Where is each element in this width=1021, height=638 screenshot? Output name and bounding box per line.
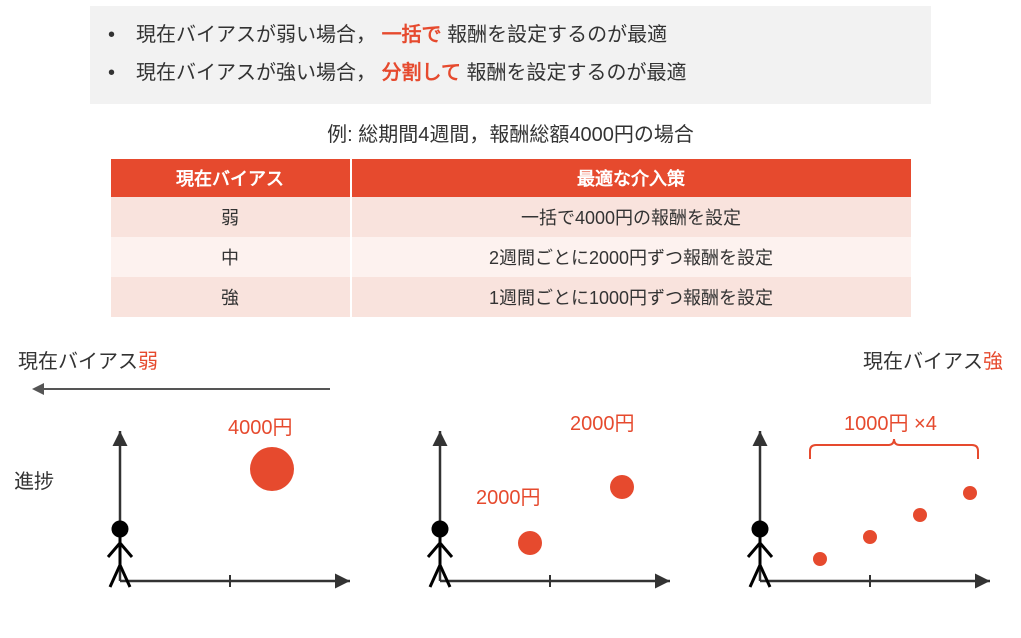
spectrum-label-right: 現在バイアス強 <box>863 345 1003 374</box>
bullet-box: • 現在バイアスが弱い場合， 一括で 報酬を設定するのが最適 • 現在バイアスが… <box>90 6 931 104</box>
table-row: 強 1週間ごとに1000円ずつ報酬を設定 <box>111 277 911 317</box>
bullet-accent: 分割して <box>382 62 461 84</box>
bullet-item: • 現在バイアスが弱い場合， 一括で 報酬を設定するのが最適 <box>108 16 907 54</box>
reward-dot <box>863 530 877 544</box>
intervention-table: 現在バイアス 最適な介入策 弱 一括で4000円の報酬を設定 中 2週間ごとに2… <box>111 159 911 317</box>
reward-dot <box>250 447 294 491</box>
table-cell: 中 <box>111 237 351 277</box>
bullet-item: • 現在バイアスが強い場合， 分割して 報酬を設定するのが最適 <box>108 54 907 92</box>
panel-svg <box>400 401 700 611</box>
panel-svg <box>80 401 380 611</box>
reward-dot <box>610 475 634 499</box>
table-cell: 一括で4000円の報酬を設定 <box>351 197 911 237</box>
panel-medium: 2000円 2000円 <box>400 401 700 611</box>
spectrum-label-text: 現在バイアス <box>18 351 138 373</box>
spectrum-label-text: 現在バイアス <box>863 351 983 373</box>
reward-dot <box>518 531 542 555</box>
bullet-text: 現在バイアスが弱い場合， 一括で 報酬を設定するのが最適 <box>136 16 667 54</box>
progress-axis-label: 進捗 <box>14 465 54 494</box>
bullet-marker: • <box>108 54 136 92</box>
bullet-text: 現在バイアスが強い場合， 分割して 報酬を設定するのが最適 <box>136 54 687 92</box>
panel-weak: 4000円 <box>80 401 380 611</box>
spectrum: 現在バイアス弱 現在バイアス強 <box>0 345 1021 401</box>
reward-dot <box>813 552 827 566</box>
bullet-post: 報酬を設定するのが最適 <box>467 62 687 84</box>
bullet-post: 報酬を設定するのが最適 <box>447 24 667 46</box>
table-row: 弱 一括で4000円の報酬を設定 <box>111 197 911 237</box>
bullet-accent: 一括で <box>382 24 442 46</box>
panel-row: 進捗 4000円 <box>0 401 1021 617</box>
table-header-cell: 現在バイアス <box>111 159 351 197</box>
spectrum-label-accent: 弱 <box>138 351 158 373</box>
spectrum-label-accent: 強 <box>983 351 1003 373</box>
reward-dot <box>963 486 977 500</box>
table-header-row: 現在バイアス 最適な介入策 <box>111 159 911 197</box>
table-cell: 1週間ごとに1000円ずつ報酬を設定 <box>351 277 911 317</box>
reward-dot <box>913 508 927 522</box>
brace-icon <box>810 439 978 459</box>
bullet-marker: • <box>108 16 136 54</box>
table-header-cell: 最適な介入策 <box>351 159 911 197</box>
double-arrow-icon <box>30 381 330 397</box>
table-row: 中 2週間ごとに2000円ずつ報酬を設定 <box>111 237 911 277</box>
table-cell: 弱 <box>111 197 351 237</box>
table-cell: 2週間ごとに2000円ずつ報酬を設定 <box>351 237 911 277</box>
panel-svg <box>720 401 1010 611</box>
spectrum-label-left: 現在バイアス弱 <box>18 345 158 374</box>
example-caption: 例: 総期間4週間，報酬総額4000円の場合 <box>0 118 1021 147</box>
bullet-pre: 現在バイアスが弱い場合， <box>136 24 376 46</box>
bullet-pre: 現在バイアスが強い場合， <box>136 62 376 84</box>
table-cell: 強 <box>111 277 351 317</box>
panel-strong: 1000円 ×4 <box>720 401 1010 611</box>
